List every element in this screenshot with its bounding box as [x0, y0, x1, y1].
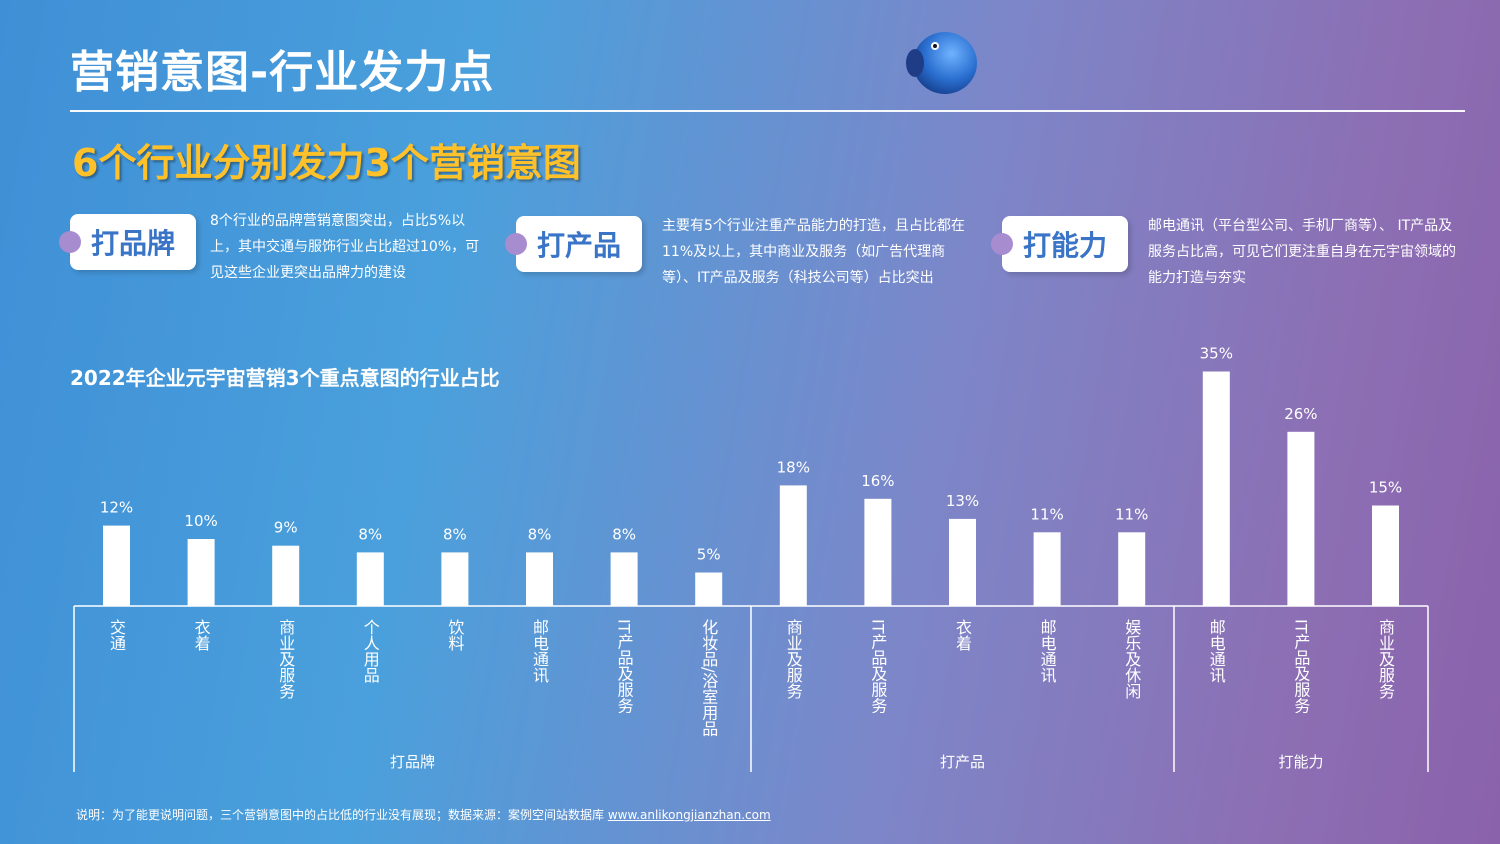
card-brand-label: 打品牌 — [70, 214, 196, 270]
category-label: 交通 — [107, 619, 126, 651]
data-label: 26% — [1284, 405, 1317, 423]
card-capability-label: 打能力 — [1002, 216, 1128, 272]
bar — [1202, 371, 1230, 606]
category-label: 个人用品 — [361, 619, 380, 683]
footer-text: 说明：为了能更说明问题，三个营销意图中的占比低的行业没有展现；数据来源：案例空间… — [76, 808, 608, 822]
group-label: 打产品 — [940, 753, 985, 771]
category-label: IT产品及服务 — [1291, 619, 1310, 715]
category-label: 饮料 — [445, 619, 464, 651]
card-brand-dot — [59, 231, 81, 253]
card-brand-text: 8个行业的品牌营销意图突出，占比5%以上，其中交通与服饰行业占比超过10%，可见… — [210, 213, 480, 281]
bar — [1372, 505, 1399, 606]
bar — [610, 552, 638, 606]
header-divider — [70, 110, 1465, 112]
bar — [187, 539, 215, 606]
bar — [1287, 431, 1315, 606]
group-label: 打品牌 — [390, 753, 435, 771]
page-title: 营销意图-行业发力点 — [70, 47, 495, 98]
data-label: 8% — [528, 525, 552, 543]
bar — [695, 572, 723, 606]
category-label: IT产品及服务 — [868, 619, 887, 715]
data-label: 16% — [861, 472, 894, 490]
data-label: 12% — [100, 499, 133, 517]
card-product-label: 打产品 — [516, 216, 642, 272]
category-label: 衣着 — [953, 619, 972, 651]
category-label: 邮电通讯 — [1207, 619, 1226, 684]
footer-note: 说明：为了能更说明问题，三个营销意图中的占比低的行业没有展现；数据来源：案例空间… — [76, 806, 771, 823]
bar — [356, 552, 384, 606]
data-label: 8% — [612, 525, 636, 543]
data-label: 18% — [777, 458, 810, 476]
data-label: 5% — [697, 546, 721, 564]
bar — [103, 525, 130, 606]
category-label: 商业及服务 — [784, 619, 803, 700]
data-label: 9% — [274, 519, 298, 537]
data-label: 13% — [946, 492, 979, 510]
data-label: 15% — [1369, 479, 1402, 497]
brand-logo-icon — [906, 32, 977, 94]
card-product-dot — [505, 233, 527, 255]
category-label: 衣着 — [192, 619, 211, 651]
category-label: IT产品及服务 — [615, 619, 634, 715]
card-capability-dot — [991, 233, 1013, 255]
data-label: 11% — [1030, 505, 1063, 523]
bar — [1033, 532, 1061, 606]
category-label: 商业及服务 — [1376, 619, 1395, 700]
card-product-text: 主要有5个行业注重产品能力的打造，且占比都在11%及以上，其中商业及服务（如广告… — [662, 218, 965, 286]
category-label: 商业及服务 — [276, 619, 295, 700]
bar — [779, 485, 807, 606]
bar — [441, 552, 469, 606]
footer-link[interactable]: www.anlikongjianzhan.com — [607, 808, 771, 822]
bar — [526, 552, 553, 606]
category-label: 化妆品/浴室用品 — [699, 619, 718, 736]
bar — [864, 498, 892, 606]
bar — [1118, 532, 1146, 606]
data-label: 8% — [358, 525, 382, 543]
data-label: 11% — [1115, 505, 1148, 523]
data-label: 8% — [443, 525, 467, 543]
category-label: 邮电通讯 — [1038, 619, 1057, 684]
section-subtitle: 6个行业分别发力3个营销意图 — [72, 141, 581, 185]
bar — [272, 545, 300, 606]
bar — [949, 518, 976, 606]
chart-title: 2022年企业元宇宙营销3个重点意图的行业占比 — [70, 366, 500, 390]
category-label: 邮电通讯 — [530, 619, 549, 684]
category-label: 娱乐及休闲 — [1122, 619, 1141, 700]
data-label: 10% — [184, 512, 217, 530]
card-capability-text: 邮电通讯（平台型公司、手机厂商等）、 IT产品及服务占比高，可见它们更注重自身在… — [1148, 218, 1456, 286]
data-label: 35% — [1200, 345, 1233, 363]
group-label: 打能力 — [1278, 753, 1323, 771]
